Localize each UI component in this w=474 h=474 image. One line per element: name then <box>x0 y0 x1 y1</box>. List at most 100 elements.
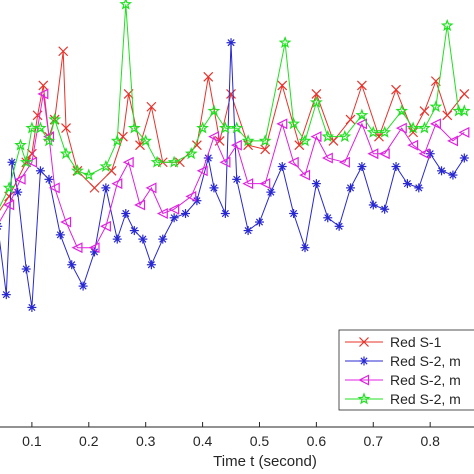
series-layer <box>0 0 471 312</box>
series-3 <box>0 88 470 254</box>
series-4-point-35 <box>378 125 392 138</box>
legend-item-1: Red S-1 <box>345 334 442 350</box>
series-4-point-17 <box>139 134 152 147</box>
legend-entries: Red S-1 Red S-2, m Red S-2, m Red S-2, m <box>345 334 461 407</box>
series-4-point-7 <box>34 121 47 134</box>
series-3-point-4 <box>14 173 26 185</box>
series-4-point-19 <box>167 155 181 168</box>
series-4 <box>0 0 471 208</box>
legend-label-2: Red S-2, m <box>390 353 461 369</box>
series-4-point-36 <box>395 104 409 117</box>
series-2-point-23 <box>181 209 191 218</box>
series-4-point-9 <box>48 112 62 125</box>
series-3-point-23 <box>230 139 242 151</box>
series-3-point-18 <box>168 203 180 215</box>
series-4-point-32 <box>338 129 352 143</box>
series-3-point-25 <box>259 178 271 190</box>
series-3-point-37 <box>418 148 430 160</box>
series-1-point-5 <box>26 148 37 159</box>
series-2-point-40 <box>357 162 367 172</box>
series-2-point-46 <box>425 149 435 159</box>
series-1-point-27 <box>277 80 288 91</box>
series-2-point-33 <box>277 162 287 172</box>
series-2-point-36 <box>311 179 321 189</box>
series-3-point-30 <box>321 152 333 164</box>
series-2-point-27 <box>220 209 230 218</box>
series-4-point-4 <box>14 138 27 151</box>
series-4-point-22 <box>207 104 221 117</box>
series-3-point-36 <box>407 139 419 151</box>
series-1-point-39 <box>459 89 470 99</box>
series-4-point-31 <box>321 129 335 143</box>
series-4-point-18 <box>150 155 164 168</box>
series-3-point-40 <box>458 126 470 138</box>
series-2-point-28 <box>226 38 236 48</box>
series-3-point-16 <box>145 182 157 194</box>
series-2-point-20 <box>146 260 156 270</box>
legend-item-2: Red S-2, m <box>345 353 461 369</box>
series-2-point-41 <box>368 200 378 210</box>
series-3-point-15 <box>134 199 146 211</box>
series-2-point-49 <box>459 153 469 163</box>
series-1-point-26 <box>260 144 271 155</box>
series-1-point-38 <box>442 110 453 121</box>
series-4-point-20 <box>184 146 198 160</box>
series-4-point-33 <box>355 108 369 121</box>
series-2-point-43 <box>391 162 401 172</box>
x-tick-label-8: 0.8 <box>420 433 440 449</box>
series-3-point-6 <box>37 88 49 100</box>
legend-swatch-marker-2 <box>359 356 369 366</box>
series-3-point-10 <box>71 242 83 254</box>
series-4-point-12 <box>82 168 96 181</box>
series-4-point-14 <box>110 134 124 147</box>
x-tick-label-4: 0.4 <box>193 433 213 449</box>
series-2-point-44 <box>402 179 412 189</box>
series-3-point-39 <box>447 135 459 147</box>
series-4-point-29 <box>298 134 312 147</box>
series-4-point-5 <box>19 155 33 168</box>
series-2-point-4 <box>1 290 11 300</box>
series-2-point-35 <box>300 243 310 253</box>
series-1-point-24 <box>226 89 236 99</box>
series-1-point-25 <box>243 140 254 151</box>
series-2-point-17 <box>121 209 131 218</box>
series-2-point-39 <box>346 183 356 193</box>
series-2-point-45 <box>414 183 424 193</box>
x-tick-label-5: 0.5 <box>250 433 270 449</box>
series-2-point-42 <box>380 204 390 214</box>
series-3-point-31 <box>338 156 350 168</box>
series-2-point-7 <box>21 264 31 274</box>
series-4-point-24 <box>230 121 244 134</box>
series-2-point-31 <box>254 217 264 227</box>
series-3-point-29 <box>310 131 322 143</box>
legend-label-1: Red S-1 <box>390 334 442 350</box>
series-4-point-38 <box>418 121 431 134</box>
series-2-point-48 <box>448 170 458 180</box>
series-2-point-22 <box>169 213 179 223</box>
series-3-point-24 <box>242 178 254 190</box>
x-tick-label-1: 0.1 <box>22 433 42 449</box>
series-4-point-8 <box>42 134 56 147</box>
series-2-point-12 <box>67 260 77 270</box>
series-4-point-13 <box>99 159 113 173</box>
series-1-point-36 <box>419 106 430 116</box>
series-1-point-11 <box>61 123 71 134</box>
series-2-point-34 <box>289 209 299 218</box>
series-1-point-34 <box>391 84 401 95</box>
series-2-point-24 <box>192 196 202 206</box>
x-tick-label-7: 0.7 <box>364 433 384 449</box>
series-3-point-28 <box>299 169 311 181</box>
series-4-point-28 <box>287 117 301 130</box>
series-2-point-13 <box>78 281 88 291</box>
series-4-point-11 <box>71 164 84 177</box>
series-3-point-33 <box>367 148 379 160</box>
legend-label-4: Red S-2, m <box>390 391 461 407</box>
series-1-point-7 <box>38 80 49 91</box>
series-2-point-26 <box>209 183 219 193</box>
series-2-point-18 <box>129 226 139 236</box>
series-3-point-20 <box>196 165 208 177</box>
x-tick-label-6: 0.6 <box>307 433 327 449</box>
series-3-point-27 <box>287 156 299 168</box>
series-3-point-13 <box>111 178 123 190</box>
